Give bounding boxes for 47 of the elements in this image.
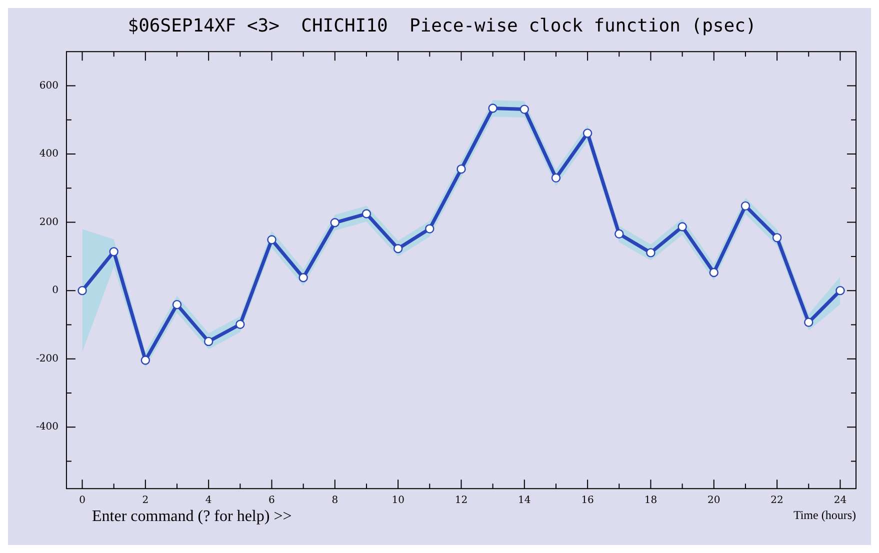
point <box>709 268 718 278</box>
x-tick-label: 16 <box>581 495 594 506</box>
point <box>646 248 656 258</box>
point <box>140 356 150 365</box>
text: Enter command (? for help) >> <box>92 508 292 526</box>
point <box>456 164 466 174</box>
x-tick-label: 12 <box>454 495 468 506</box>
point <box>236 320 245 329</box>
point <box>204 336 214 346</box>
point <box>172 300 182 310</box>
y-tick-label: 200 <box>39 216 58 228</box>
chart-title: $06SEP14XF <3> CHICHI10 Piece-wise clock function (psec) <box>128 15 756 36</box>
x-axis-title: Time (hours) <box>793 508 856 522</box>
y-tick-label: -400 <box>36 422 58 433</box>
x-tick-label: 22 <box>770 495 784 506</box>
point <box>551 173 561 183</box>
point <box>582 128 592 138</box>
x-tick-label: 24 <box>834 495 847 506</box>
x-tick-label: 18 <box>644 495 658 506</box>
point <box>267 235 276 244</box>
point <box>836 286 845 296</box>
y-tick-label: -200 <box>36 353 58 364</box>
y-tick-label: 400 <box>39 148 58 160</box>
y-tick-label: 0 <box>52 285 58 296</box>
y-tick-label: 600 <box>39 80 58 92</box>
point <box>78 286 87 296</box>
point <box>330 218 340 228</box>
point <box>520 104 529 114</box>
point <box>772 233 782 242</box>
x-tick-label: 0 <box>79 495 86 506</box>
x-tick-label: 2 <box>142 495 149 506</box>
point <box>614 229 624 239</box>
x-tick-label: 10 <box>392 495 404 506</box>
point <box>804 318 814 327</box>
point <box>740 201 750 211</box>
point <box>298 273 308 282</box>
point <box>362 209 372 218</box>
point <box>678 222 687 232</box>
point <box>109 247 118 256</box>
x-tick-label: 14 <box>518 495 531 506</box>
x-tick-label: 6 <box>268 495 275 506</box>
point <box>393 244 403 254</box>
x-tick-label: 8 <box>332 495 338 506</box>
point <box>488 104 498 113</box>
x-tick-label: 20 <box>708 495 720 506</box>
point <box>425 224 434 234</box>
x-tick-label: 4 <box>205 495 212 506</box>
